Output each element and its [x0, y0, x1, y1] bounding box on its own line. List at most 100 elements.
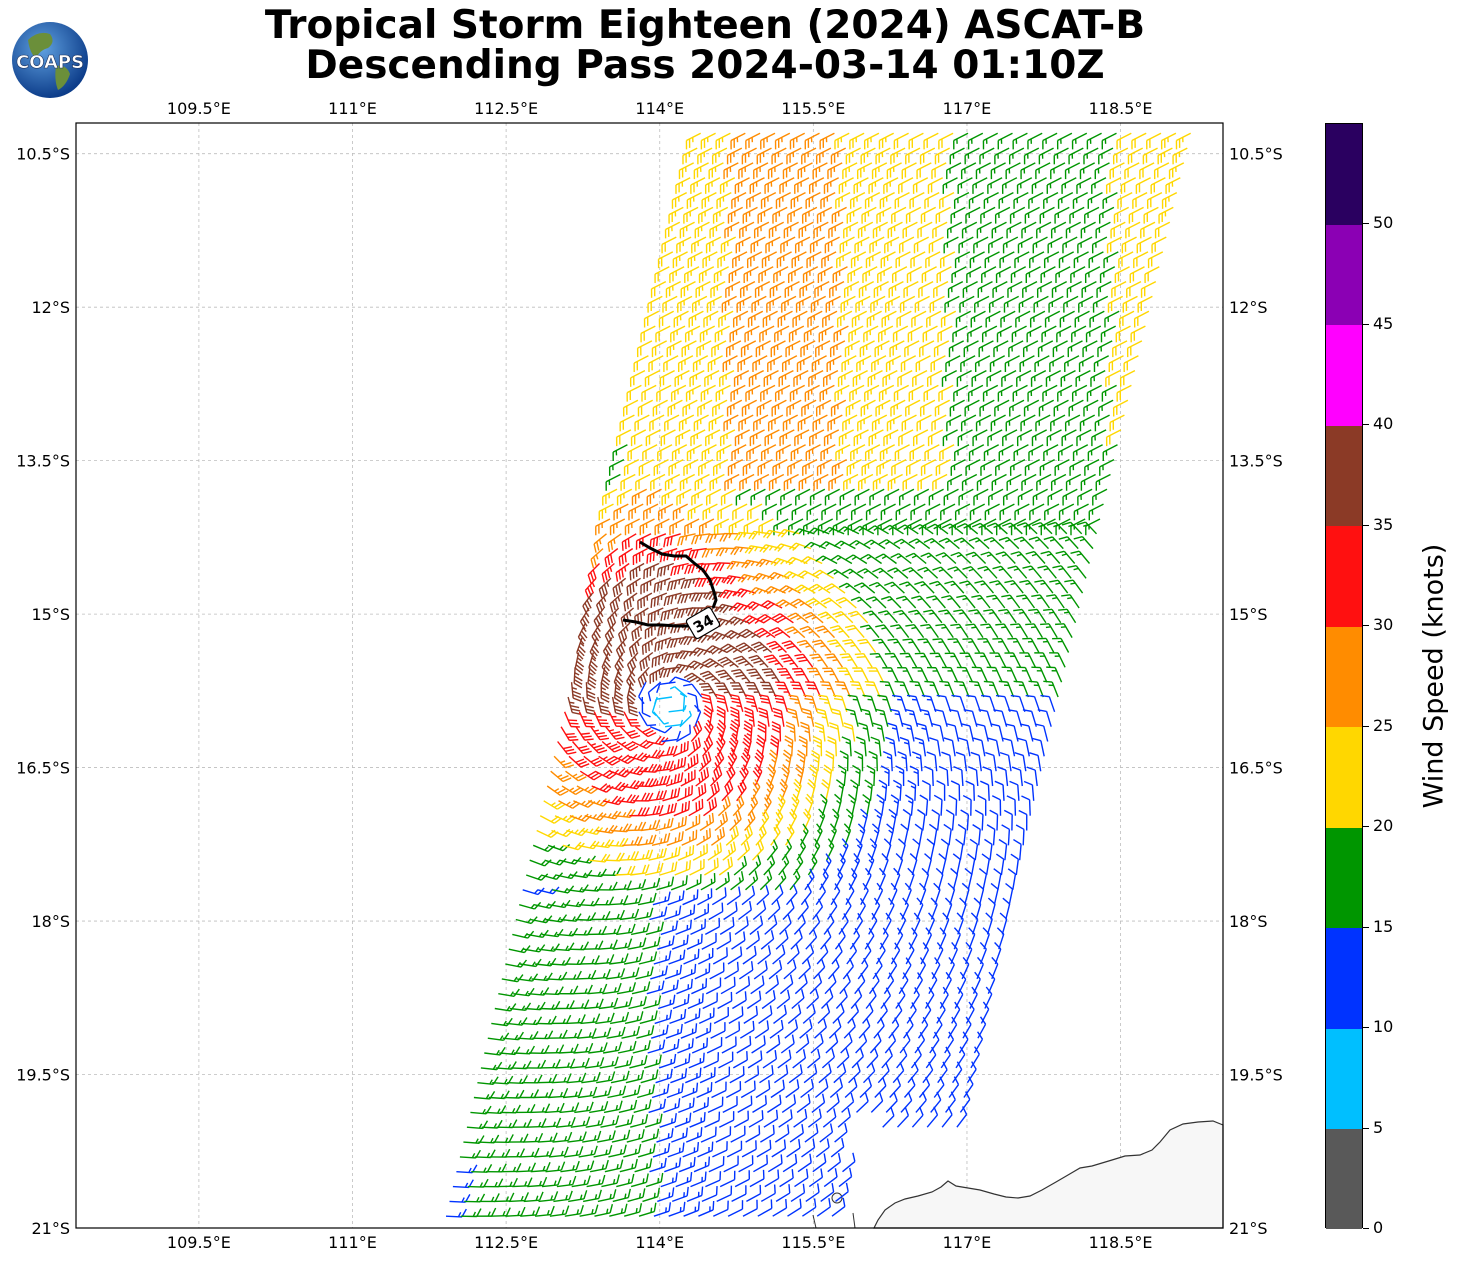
wind-barb [666, 831, 684, 846]
wind-barb [974, 809, 984, 831]
wind-barb [731, 191, 747, 209]
wind-barb [1036, 221, 1052, 239]
wind-barb [654, 266, 670, 284]
wind-barb [762, 794, 772, 817]
y-tick-label-left: 13.5°S [16, 452, 70, 471]
wind-barb [921, 266, 937, 284]
wind-barb [1061, 177, 1077, 194]
wind-barb [835, 988, 848, 1009]
wind-barb [1077, 236, 1093, 254]
wind-barb [966, 266, 982, 284]
wind-barb [1012, 132, 1028, 150]
colorbar-tick-label: 40 [1373, 414, 1394, 434]
wind-barb [816, 943, 829, 965]
x-tick-label-bottom: 114°E [635, 1233, 684, 1252]
wind-barb [934, 147, 951, 165]
colorbar-tick [1363, 625, 1369, 627]
wind-barb [530, 915, 553, 924]
wind-barb [915, 1091, 927, 1113]
wind-barb [936, 266, 952, 284]
colorbar-tick-label: 25 [1373, 715, 1394, 735]
wind-barb [938, 132, 954, 150]
y-tick-label-right: 13.5°S [1229, 452, 1283, 471]
wind-barb [677, 785, 693, 802]
wind-barb [794, 236, 811, 254]
wind-barb [641, 877, 661, 891]
wind-barb [994, 147, 1010, 165]
wind-barb [753, 627, 776, 639]
wind-barb [802, 266, 819, 284]
wind-barb [884, 1032, 897, 1054]
wind-barb [827, 162, 843, 180]
colorbar-tick [1363, 223, 1369, 225]
wind-barb [1137, 295, 1153, 313]
wind-barb [865, 251, 882, 269]
wind-barb [1109, 414, 1125, 432]
wind-barb [730, 132, 746, 150]
wind-barb [981, 266, 997, 284]
colorbar-segment [1326, 1128, 1362, 1230]
wind-barb [690, 720, 703, 742]
wind-barb [1099, 458, 1115, 476]
wind-barb [532, 844, 556, 853]
wind-barb [944, 580, 965, 594]
wind-barb [887, 221, 903, 239]
y-tick-label-right: 18°S [1229, 912, 1268, 931]
wind-barb [724, 221, 740, 239]
colorbar-segment [1326, 224, 1362, 326]
wind-barb [880, 765, 890, 787]
wind-barb [920, 206, 937, 224]
wind-barb [498, 988, 520, 998]
wind-barb [1001, 824, 1011, 846]
wind-barb [957, 823, 967, 846]
wind-barb [1053, 147, 1069, 165]
wind-barb [821, 251, 837, 269]
wind-barb [984, 251, 1000, 269]
wind-barb [766, 839, 779, 861]
wind-barb [746, 251, 763, 269]
wind-barb [671, 191, 688, 209]
wind-barb [637, 892, 657, 906]
wind-barb [653, 711, 669, 725]
y-tick-label-left: 21°S [31, 1219, 70, 1238]
wind-barb [802, 611, 824, 624]
wind-barb [857, 568, 879, 579]
wind-barb [666, 577, 686, 591]
wind-barb [942, 177, 958, 194]
wind-barb [1140, 280, 1157, 298]
wind-barb [519, 958, 542, 968]
island-1 [831, 1192, 843, 1204]
wind-barb [824, 236, 840, 254]
wind-barb [853, 582, 876, 594]
wind-barb [952, 1061, 963, 1084]
wind-barb [1140, 221, 1156, 239]
wind-barb [992, 565, 1013, 579]
wind-barb [683, 206, 699, 224]
wind-barb [859, 1077, 873, 1098]
wind-barb [709, 221, 725, 239]
colorbar-tick-label: 45 [1373, 313, 1394, 333]
wind-barb [523, 944, 546, 953]
wind-barb [907, 1061, 919, 1084]
wind-barb [787, 612, 809, 624]
wind-barb [715, 132, 731, 150]
wind-barb [910, 1046, 922, 1069]
wind-barb [680, 769, 696, 787]
wind-barb [769, 626, 791, 639]
wind-barb [994, 206, 1011, 224]
x-tick-label-bottom: 112.5°E [474, 1233, 538, 1252]
wind-barb [544, 858, 567, 866]
wind-barb [1124, 162, 1140, 180]
wind-barb [995, 551, 1016, 564]
wind-barb [744, 809, 756, 831]
wind-barb [841, 897, 852, 920]
wind-barb [813, 221, 829, 239]
wind-barb [791, 251, 807, 269]
wind-barb [850, 251, 867, 269]
wind-barb [582, 592, 594, 615]
wind-barb [734, 177, 750, 194]
wind-barb [1143, 206, 1159, 224]
wind-barb [899, 581, 920, 594]
wind-barb [738, 628, 761, 639]
wind-barb [712, 206, 729, 224]
